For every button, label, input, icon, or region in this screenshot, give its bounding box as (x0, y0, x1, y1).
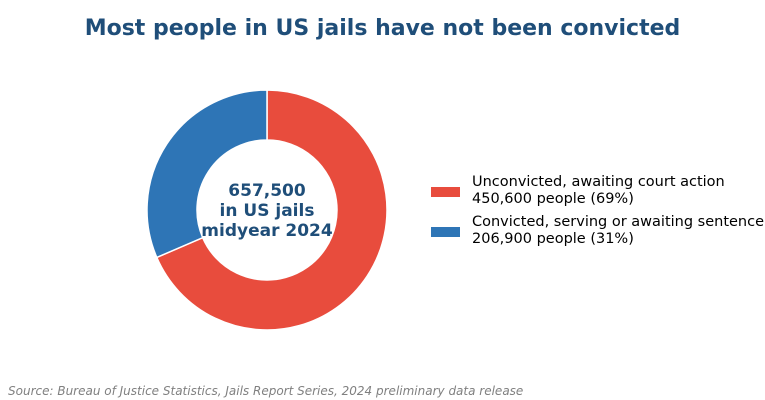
donut-slice-unconvicted (155, 89, 388, 331)
legend-label-unconvicted: Unconvicted, awaiting court action (472, 174, 725, 190)
donut-slices (146, 89, 388, 331)
source-note: Source: Bureau of Justice Statistics, Ja… (8, 384, 524, 398)
center-label-total: 657,500 (228, 181, 306, 201)
legend-swatch-convicted (431, 227, 460, 237)
chart-title: Most people in US jails have not been co… (84, 16, 681, 41)
title-area: Most people in US jails have not been co… (0, 0, 765, 60)
donut-slice-convicted (146, 89, 268, 259)
center-label-line-3: midyear 2024 (201, 221, 333, 241)
legend-detail-unconvicted: 450,600 people (69%) (472, 191, 634, 207)
legend-swatch-unconvicted (431, 187, 460, 197)
center-label-line-2: in US jails (220, 201, 315, 221)
legend-label-convicted: Convicted, serving or awaiting sentence (472, 214, 765, 230)
legend-detail-convicted: 206,900 people (31%) (472, 231, 634, 247)
